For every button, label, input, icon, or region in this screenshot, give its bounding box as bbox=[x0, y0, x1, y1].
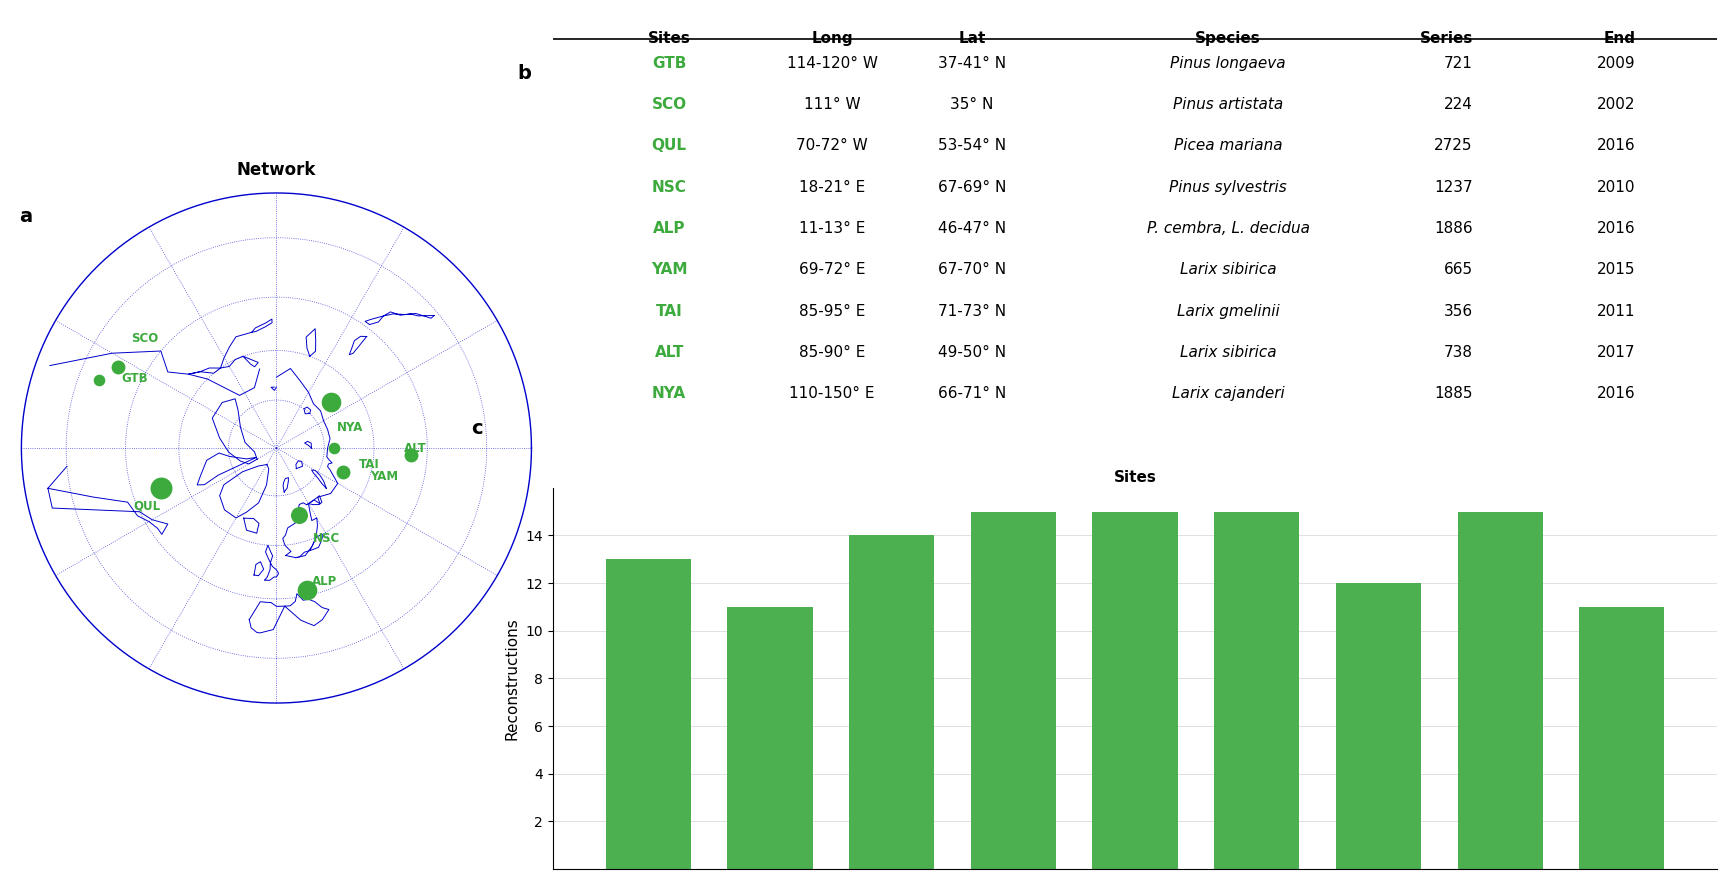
Text: TAI: TAI bbox=[656, 304, 682, 319]
Bar bbox=[727, 607, 813, 869]
Text: 66-71° N: 66-71° N bbox=[937, 386, 1006, 401]
Text: 67-70° N: 67-70° N bbox=[937, 263, 1006, 278]
Text: Sites: Sites bbox=[647, 31, 690, 46]
Bar bbox=[849, 536, 934, 869]
Text: a: a bbox=[19, 207, 33, 226]
Text: 1885: 1885 bbox=[1434, 386, 1472, 401]
Text: Pinus artistata: Pinus artistata bbox=[1174, 97, 1284, 112]
Bar bbox=[970, 512, 1056, 869]
Text: 46-47° N: 46-47° N bbox=[937, 221, 1006, 236]
Point bbox=[86, 373, 114, 387]
Text: Picea mariana: Picea mariana bbox=[1174, 139, 1282, 153]
Text: 2009: 2009 bbox=[1597, 56, 1636, 71]
Bar bbox=[606, 559, 690, 869]
Text: 111° W: 111° W bbox=[804, 97, 861, 112]
Point bbox=[287, 508, 314, 522]
Title: Network: Network bbox=[236, 160, 316, 178]
Text: 2015: 2015 bbox=[1597, 263, 1636, 278]
Text: 18-21° E: 18-21° E bbox=[799, 180, 865, 194]
Text: ALT: ALT bbox=[404, 442, 426, 454]
Text: Lat: Lat bbox=[958, 31, 986, 46]
Text: YAM: YAM bbox=[651, 263, 687, 278]
Text: 2010: 2010 bbox=[1597, 180, 1636, 194]
Text: Pinus longaeva: Pinus longaeva bbox=[1170, 56, 1286, 71]
Text: ALP: ALP bbox=[312, 575, 337, 588]
Text: Larix sibirica: Larix sibirica bbox=[1181, 263, 1277, 278]
Text: 49-50° N: 49-50° N bbox=[937, 345, 1006, 360]
Text: Larix sibirica: Larix sibirica bbox=[1181, 345, 1277, 360]
Text: NSC: NSC bbox=[312, 532, 340, 545]
Text: 67-69° N: 67-69° N bbox=[937, 180, 1006, 194]
Text: 224: 224 bbox=[1445, 97, 1472, 112]
Text: 738: 738 bbox=[1443, 345, 1472, 360]
Text: P. cembra, L. decidua: P. cembra, L. decidua bbox=[1146, 221, 1310, 236]
Bar bbox=[1579, 607, 1664, 869]
Text: 70-72° W: 70-72° W bbox=[796, 139, 868, 153]
Text: 2017: 2017 bbox=[1597, 345, 1636, 360]
Point bbox=[318, 395, 345, 409]
Bar bbox=[1093, 512, 1177, 869]
Text: 356: 356 bbox=[1443, 304, 1472, 319]
Text: 2016: 2016 bbox=[1597, 221, 1636, 236]
Text: 110-150° E: 110-150° E bbox=[789, 386, 875, 401]
Text: 11-13° E: 11-13° E bbox=[799, 221, 865, 236]
Text: QUL: QUL bbox=[133, 499, 161, 513]
Point bbox=[330, 465, 357, 479]
Bar bbox=[1213, 512, 1300, 869]
Text: SCO: SCO bbox=[652, 97, 687, 112]
Y-axis label: Reconstructions: Reconstructions bbox=[504, 617, 520, 740]
Title: Sites: Sites bbox=[1113, 470, 1156, 485]
Point bbox=[104, 360, 131, 375]
Text: QUL: QUL bbox=[652, 139, 687, 153]
Text: NSC: NSC bbox=[652, 180, 687, 194]
Point bbox=[397, 448, 425, 462]
Text: ALT: ALT bbox=[654, 345, 683, 360]
Text: Larix cajanderi: Larix cajanderi bbox=[1172, 386, 1284, 401]
Text: 71-73° N: 71-73° N bbox=[937, 304, 1006, 319]
Text: 2011: 2011 bbox=[1597, 304, 1636, 319]
Text: Pinus sylvestris: Pinus sylvestris bbox=[1169, 180, 1288, 194]
Text: GTB: GTB bbox=[121, 373, 148, 385]
Text: 2002: 2002 bbox=[1597, 97, 1636, 112]
Text: 37-41° N: 37-41° N bbox=[937, 56, 1006, 71]
Text: SCO: SCO bbox=[131, 332, 159, 345]
Text: Larix gmelinii: Larix gmelinii bbox=[1177, 304, 1279, 319]
Text: NYA: NYA bbox=[337, 420, 364, 434]
Text: 114-120° W: 114-120° W bbox=[787, 56, 879, 71]
Text: 85-95° E: 85-95° E bbox=[799, 304, 865, 319]
Point bbox=[293, 583, 321, 598]
Text: Series: Series bbox=[1419, 31, 1472, 46]
Point bbox=[147, 480, 174, 495]
Text: Species: Species bbox=[1196, 31, 1262, 46]
Text: TAI: TAI bbox=[359, 458, 380, 470]
Text: GTB: GTB bbox=[652, 56, 687, 71]
Text: 721: 721 bbox=[1445, 56, 1472, 71]
Text: 85-90° E: 85-90° E bbox=[799, 345, 865, 360]
Text: 665: 665 bbox=[1443, 263, 1472, 278]
Text: 2016: 2016 bbox=[1597, 139, 1636, 153]
Text: 1237: 1237 bbox=[1434, 180, 1472, 194]
Bar bbox=[1457, 512, 1543, 869]
Text: 35° N: 35° N bbox=[951, 97, 994, 112]
Text: End: End bbox=[1603, 31, 1636, 46]
Text: c: c bbox=[471, 419, 483, 438]
Bar bbox=[1336, 583, 1420, 869]
Text: 1886: 1886 bbox=[1434, 221, 1472, 236]
Text: 53-54° N: 53-54° N bbox=[937, 139, 1006, 153]
Text: ALP: ALP bbox=[652, 221, 685, 236]
Text: YAM: YAM bbox=[369, 470, 399, 483]
Point bbox=[321, 441, 349, 455]
Text: 2016: 2016 bbox=[1597, 386, 1636, 401]
Text: b: b bbox=[518, 65, 532, 83]
Text: NYA: NYA bbox=[652, 386, 687, 401]
Text: 69-72° E: 69-72° E bbox=[799, 263, 865, 278]
Text: Long: Long bbox=[811, 31, 853, 46]
Text: 2725: 2725 bbox=[1434, 139, 1472, 153]
